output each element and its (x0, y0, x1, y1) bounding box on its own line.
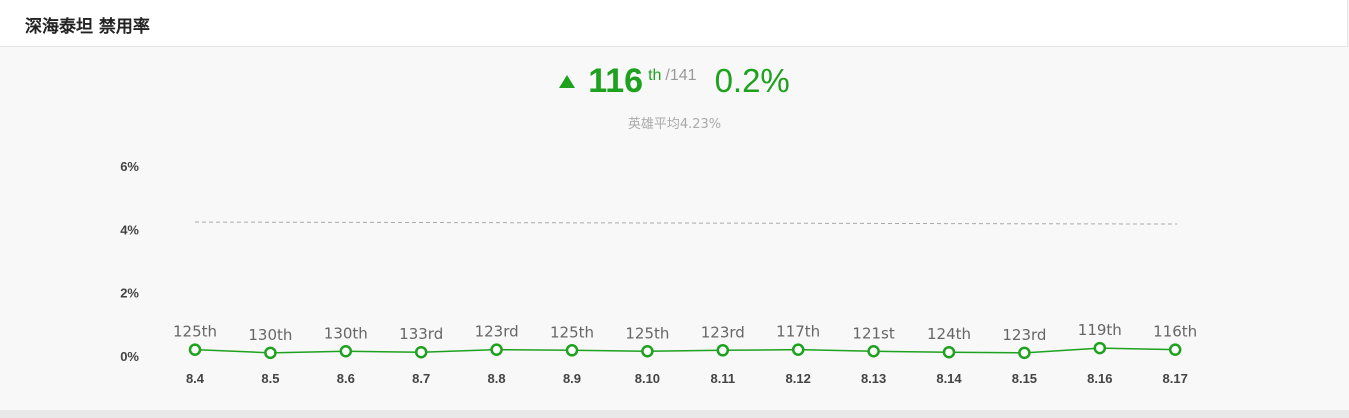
rank-label: 125th (173, 323, 217, 341)
x-tick-label: 8.16 (1087, 371, 1112, 386)
rank-value: 116 (588, 62, 644, 100)
header-bar: 深海泰坦 禁用率 (0, 0, 1348, 47)
rank-label: 123rd (475, 323, 519, 341)
data-point (942, 345, 956, 359)
rank-label: 125th (550, 323, 594, 341)
x-tick-label: 8.8 (488, 371, 506, 386)
rank-label: 133rd (399, 325, 443, 343)
x-tick-label: 8.13 (861, 371, 886, 386)
y-tick-label: 6% (120, 159, 139, 174)
y-tick-label: 4% (120, 222, 139, 237)
rank-label: 130th (324, 324, 368, 342)
data-point (1093, 341, 1107, 355)
rank-total: /141 (665, 67, 697, 84)
y-tick-label: 2% (120, 286, 139, 301)
data-point (1018, 346, 1031, 360)
rank-label: 123rd (701, 323, 745, 341)
page-title: 深海泰坦 禁用率 (25, 17, 150, 37)
x-tick-label: 8.14 (936, 371, 962, 386)
x-tick-label: 8.7 (412, 371, 430, 386)
data-point (641, 345, 654, 358)
rank-label: 119th (1078, 321, 1122, 339)
rank-label: 123rd (1002, 326, 1046, 344)
rank-label: 125th (625, 324, 669, 342)
data-point (791, 343, 805, 356)
x-tick-label: 8.12 (786, 371, 811, 386)
x-tick-label: 8.9 (563, 371, 581, 386)
x-tick-label: 8.10 (635, 371, 660, 386)
x-tick-label: 8.5 (261, 371, 279, 386)
rank-suffix: th (648, 67, 662, 84)
data-point (565, 344, 579, 357)
x-tick-label: 8.4 (186, 371, 205, 386)
arrow-up-icon (559, 75, 576, 88)
x-tick-label: 8.6 (337, 371, 355, 386)
rank-label: 121st (852, 324, 894, 342)
ban-rate-series-line (194, 347, 1176, 354)
average-reference-line (194, 221, 1178, 225)
x-tick-label: 8.17 (1163, 371, 1188, 386)
rank-label: 130th (248, 326, 292, 344)
data-point (188, 343, 202, 356)
x-tick-label: 8.15 (1012, 371, 1037, 386)
bottom-divider (0, 410, 1349, 418)
average-ban-rate: 英雄平均4.23% (627, 117, 722, 132)
data-point (339, 345, 353, 358)
data-point (716, 344, 730, 357)
rank-label: 117th (776, 323, 820, 341)
data-point (264, 346, 277, 360)
x-tick-label: 8.11 (711, 371, 736, 386)
data-point (1168, 343, 1182, 356)
data-point (490, 343, 503, 356)
ban-rate-value: 0.2% (714, 62, 790, 99)
rank-label: 124th (927, 325, 971, 343)
rank-summary: 116 th /141 0.2% (0, 62, 1349, 112)
rank-label: 116th (1153, 323, 1197, 341)
ban-rate-chart: 0% 2% 4% 6% 125th 8.4 130th 8.5 130th 8.6 133rd 8.7… (120, 159, 1197, 386)
y-tick-label: 0% (120, 349, 139, 364)
data-point (414, 345, 428, 359)
data-point (867, 345, 880, 358)
